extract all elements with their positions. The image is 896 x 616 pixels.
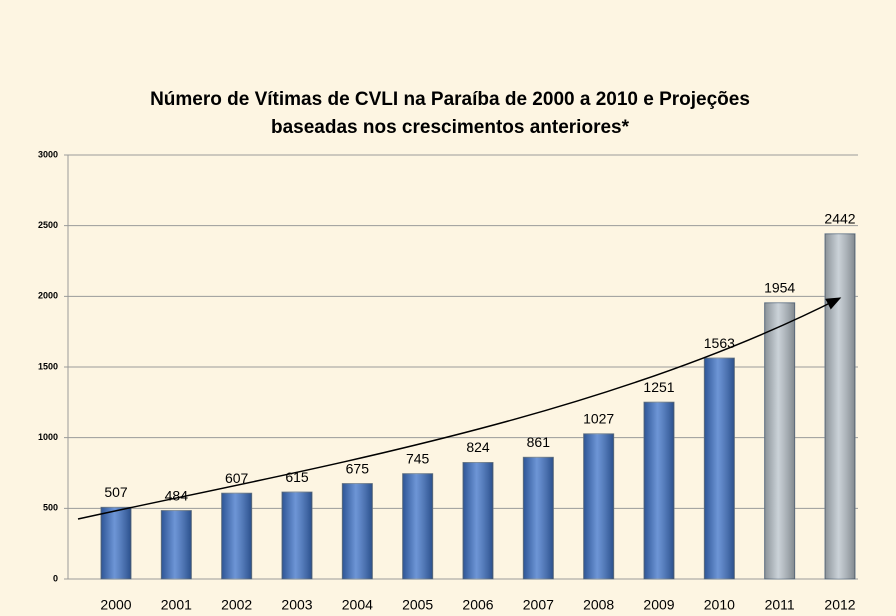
y-tick-label: 3000 bbox=[38, 149, 58, 159]
data-label: 1954 bbox=[764, 280, 795, 296]
x-tick-label: 2006 bbox=[462, 597, 493, 613]
trend-arrow bbox=[77, 297, 842, 520]
x-tick-label: 2009 bbox=[643, 597, 674, 613]
bar bbox=[281, 491, 313, 580]
data-label: 675 bbox=[346, 460, 370, 476]
y-tick-label: 0 bbox=[53, 573, 58, 583]
x-tick-label: 2005 bbox=[402, 597, 433, 613]
x-tick-label: 2007 bbox=[523, 597, 554, 613]
data-label: 824 bbox=[466, 439, 490, 455]
bar bbox=[462, 462, 494, 580]
x-tick-label: 2002 bbox=[221, 597, 252, 613]
y-tick-label: 2500 bbox=[38, 220, 58, 230]
chart-title: Número de Vítimas de CVLI na Paraíba de … bbox=[150, 89, 750, 110]
x-tick-label: 2011 bbox=[765, 597, 795, 613]
x-tick-label: 2010 bbox=[704, 597, 735, 613]
data-label: 607 bbox=[225, 470, 249, 486]
bar bbox=[824, 233, 856, 580]
bar bbox=[341, 483, 373, 580]
bar bbox=[583, 433, 615, 580]
chart-title: baseadas nos crescimentos anteriores* bbox=[271, 117, 630, 138]
x-tick-label: 2012 bbox=[824, 597, 855, 613]
bar bbox=[100, 506, 132, 580]
bar bbox=[703, 357, 735, 580]
bar bbox=[221, 492, 253, 580]
y-tick-label: 1000 bbox=[38, 432, 58, 442]
x-tick-label: 2003 bbox=[281, 597, 312, 613]
data-label: 507 bbox=[104, 484, 128, 500]
bar bbox=[643, 401, 675, 580]
bar bbox=[402, 473, 434, 580]
y-tick-label: 1500 bbox=[38, 361, 58, 371]
x-tick-label: 2008 bbox=[583, 597, 614, 613]
data-label: 2442 bbox=[824, 211, 855, 227]
y-tick-label: 500 bbox=[43, 503, 58, 513]
data-label: 745 bbox=[406, 450, 430, 466]
data-label: 861 bbox=[527, 434, 551, 450]
bar bbox=[160, 510, 192, 580]
x-tick-label: 2001 bbox=[161, 597, 192, 613]
x-tick-label: 2004 bbox=[342, 597, 373, 613]
data-label: 1251 bbox=[643, 379, 674, 395]
bar bbox=[764, 302, 796, 580]
data-label: 1027 bbox=[583, 411, 614, 427]
bar bbox=[522, 456, 554, 580]
data-label: 484 bbox=[165, 487, 189, 503]
y-tick-label: 2000 bbox=[38, 291, 58, 301]
x-tick-label: 2000 bbox=[100, 597, 131, 613]
data-label: 1563 bbox=[704, 335, 735, 351]
